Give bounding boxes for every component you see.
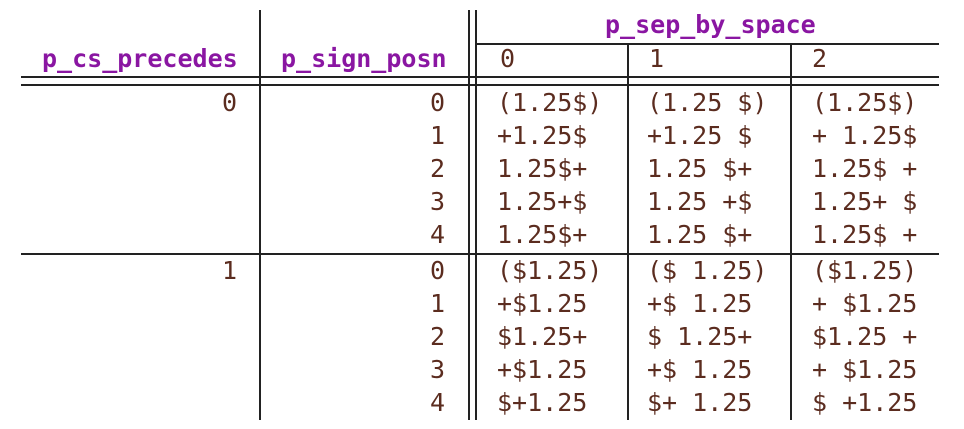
sign-posn-value: 1 [430,289,446,318]
sign-posn-value: 0 [430,88,446,117]
format-cell: ($1.25) [497,256,603,285]
format-cell: + $1.25 [812,289,918,318]
format-cell: $1.25 + [812,322,918,351]
header-sep-value-1: 1 [649,44,665,73]
format-cell: 1.25$ + [812,154,918,183]
format-cell: 1.25+ $ [812,187,918,216]
col-divider-double-a [468,10,470,420]
format-cell: +$1.25 [497,289,588,318]
format-cell: ($1.25) [812,256,918,285]
format-cell: (1.25$) [497,88,603,117]
sep-header-underline [476,43,939,45]
sign-posn-value: 4 [430,220,446,249]
format-cell: 1.25$ + [812,220,918,249]
sign-posn-value: 3 [430,355,446,384]
format-cell: (1.25 $) [647,88,768,117]
col-divider-sep-1 [627,43,629,420]
header-sep-value-2: 2 [812,44,828,73]
col-divider-double-b [475,10,477,420]
sign-posn-value: 2 [430,154,446,183]
format-cell: 1.25$+ [497,154,588,183]
format-cell: 1.25+$ [497,187,588,216]
format-cell: $+ 1.25 [647,388,753,417]
format-cell: $ +1.25 [812,388,918,417]
sign-posn-value: 2 [430,322,446,351]
col-divider-1 [259,10,261,420]
format-cell: ($ 1.25) [647,256,768,285]
format-cell: +1.25 $ [647,121,753,150]
sign-posn-value: 3 [430,187,446,216]
format-cell: $ 1.25+ [647,322,753,351]
format-cell: $1.25+ [497,322,588,351]
sign-posn-value: 4 [430,388,446,417]
format-cell: (1.25$) [812,88,918,117]
format-cell: +$1.25 [497,355,588,384]
format-cell: +1.25$ [497,121,588,150]
format-cell: 1.25 $+ [647,154,753,183]
header-rule-bottom [21,84,939,86]
format-cell: + $1.25 [812,355,918,384]
format-cell: 1.25$+ [497,220,588,249]
format-cell: + 1.25$ [812,121,918,150]
header-sep-value-0: 0 [500,44,516,73]
header-p-sign-posn: p_sign_posn [281,44,447,73]
cs-precedes-value: 1 [222,256,238,285]
format-cell: 1.25 $+ [647,220,753,249]
format-cell: +$ 1.25 [647,289,753,318]
sign-posn-value: 1 [430,121,446,150]
format-cell: 1.25 +$ [647,187,753,216]
group-divider [21,253,939,255]
header-p-sep-by-space: p_sep_by_space [605,10,816,39]
sign-posn-value: 0 [430,256,446,285]
cs-precedes-value: 0 [222,88,238,117]
format-cell: +$ 1.25 [647,355,753,384]
col-divider-sep-2 [790,43,792,420]
format-cell: $+1.25 [497,388,588,417]
header-rule-top [21,76,939,78]
header-p-cs-precedes: p_cs_precedes [42,44,238,73]
